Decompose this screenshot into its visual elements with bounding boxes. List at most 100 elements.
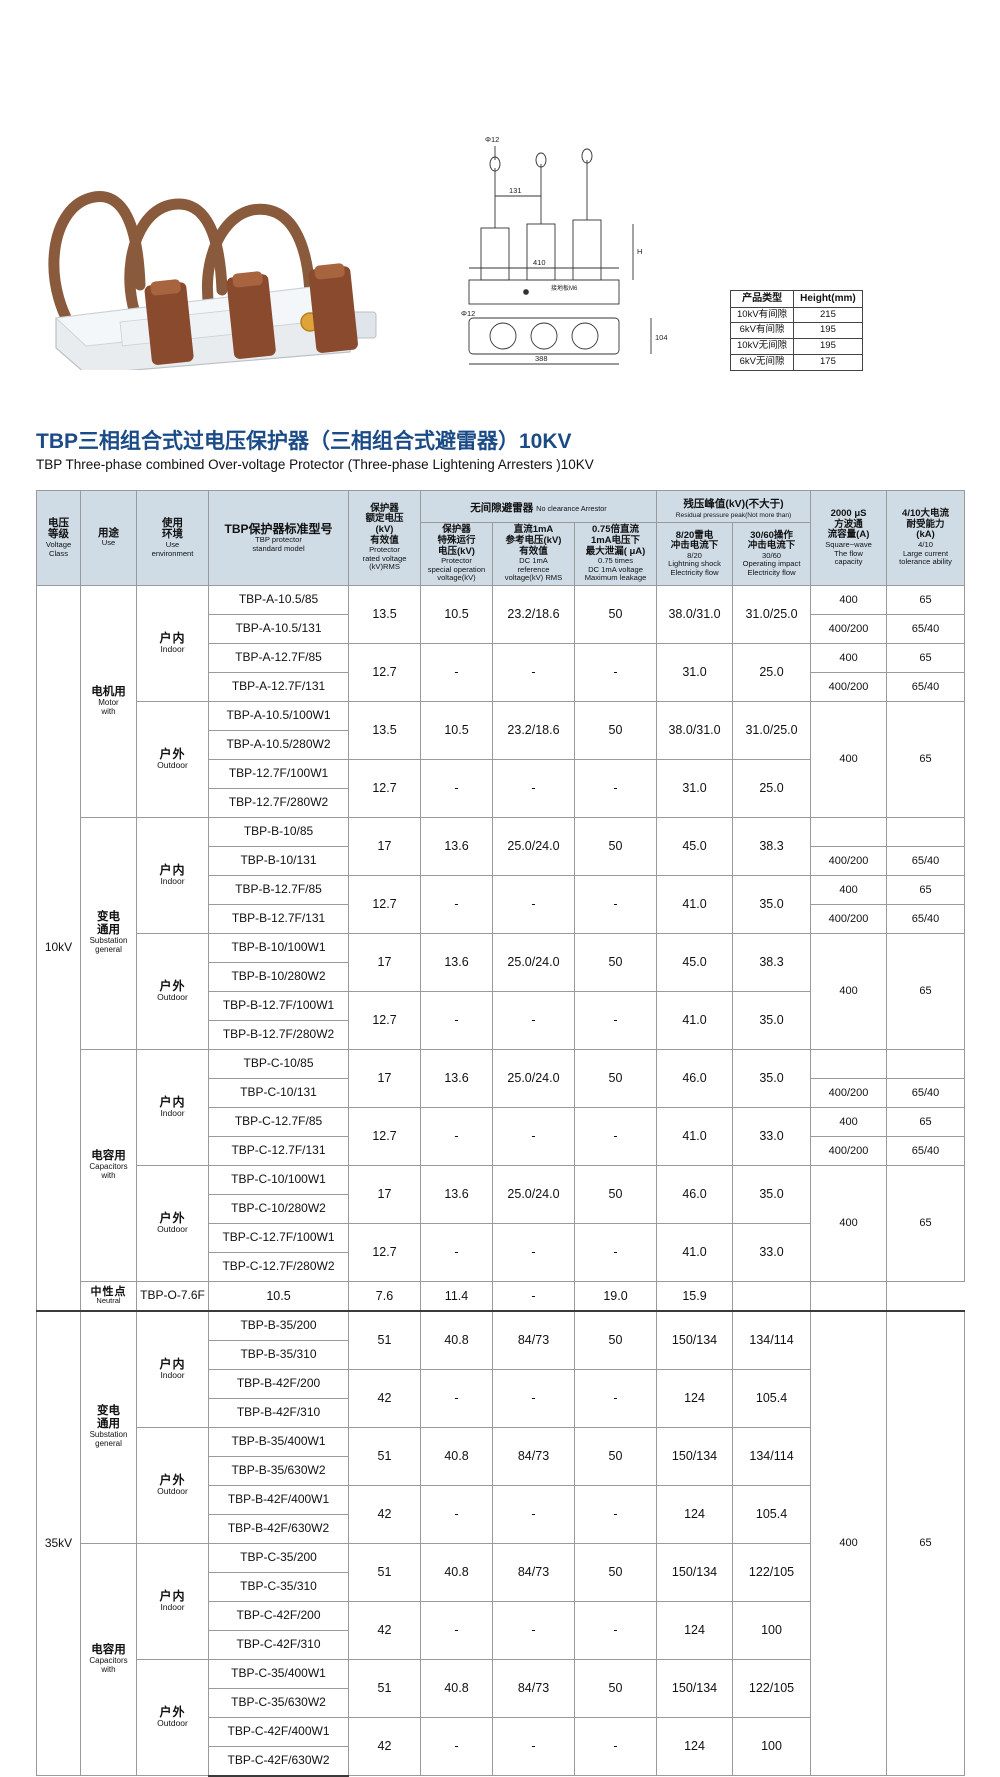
spec-table-row: TBP-C-12.7F/85 12.7- - -41.0 33.0 400 65: [37, 1106, 966, 1166]
model-cell: TBP-B-10/280W2: [208, 961, 349, 992]
dc-1ma-reference-cell: 25.0/24.0: [492, 1048, 575, 1108]
large-current-cell: 65/40: [886, 903, 966, 934]
model-cell: TBP-C-12.7F/280W2: [208, 1251, 349, 1282]
model-cell: TBP-C-35/400W1: [208, 1658, 349, 1689]
col-group-residual: 残压峰值(kV)(不大于) Residual pressure peak(Not …: [656, 489, 812, 524]
lightning-shock-cell: 38.0/31.0: [656, 584, 734, 644]
lightning-shock-cell: 124: [656, 1368, 734, 1428]
lightning-shock-cell: 150/134: [656, 1658, 734, 1718]
dc-1ma-reference-cell: 25.0/24.0: [492, 932, 575, 992]
special-operation-cell: -: [420, 1484, 493, 1544]
dc-1ma-reference-cell: 25.0/24.0: [492, 1164, 575, 1224]
special-operation-cell: -: [420, 874, 493, 934]
col-operating-impact: 30/60操作 冲击电流下 30/60 Operating impact Electri…: [732, 522, 812, 586]
spec-table-row: TBP-B-12.7F/131 400/200 65/40: [37, 903, 966, 934]
dc-1ma-reference-cell: 25.0/24.0: [492, 816, 575, 876]
model-cell: TBP-A-12.7F/85: [208, 642, 349, 673]
square-wave-cell: 400: [810, 874, 888, 905]
col-square-wave: 2000 μS 方波通 流容量(A) Square−wave The flow capac…: [810, 490, 888, 586]
lightning-shock-cell: 19.0: [573, 1280, 658, 1312]
model-cell: TBP-B-42F/630W2: [208, 1513, 349, 1544]
max-leakage-cell: 50: [573, 584, 658, 644]
spec-table-row: TBP-B-42F/200 42- - -124 105.4: [37, 1368, 965, 1428]
use-cell: 电容用 Capacitors with: [80, 1048, 137, 1282]
large-current-cell: 65/40: [886, 845, 966, 876]
model-cell: TBP-B-35/630W2: [208, 1455, 349, 1486]
model-cell: TBP-C-35/630W2: [208, 1687, 349, 1718]
model-cell: TBP-A-12.7F/131: [208, 671, 349, 702]
spec-table-container: 电压 等级 Voltage Class 用途 Use 使用 环境 Use environment T…: [36, 489, 966, 1777]
model-cell: TBP-B-42F/400W1: [208, 1484, 349, 1515]
model-cell: TBP-B-10/85: [208, 816, 349, 847]
dim-410: 410: [533, 258, 546, 267]
environment-cell: 户内 Indoor: [136, 816, 209, 934]
spec-table-row: TBP-C-12.7F/100W1 12.7- - -41.0 33.0: [37, 1222, 965, 1282]
product-photo: [20, 90, 440, 370]
rated-voltage-cell: 51: [348, 1309, 421, 1370]
col-environment: 使用 环境 Use environment: [136, 490, 209, 586]
environment-cell: 户外 Outdoor: [136, 932, 209, 1050]
height-table: 产品类型 Height(mm) 10kV有间隙 215 6kV有间隙 195 10kV无…: [729, 290, 863, 371]
model-cell: TBP-C-42F/310: [208, 1629, 349, 1660]
spec-table-row: TBP-A-12.7F/131 400/200 65/40: [37, 671, 966, 702]
lightning-shock-cell: 124: [656, 1600, 734, 1660]
dc-1ma-reference-cell: 23.2/18.6: [492, 584, 575, 644]
special-operation-cell: 40.8: [420, 1426, 493, 1486]
square-wave-cell: 400/200: [810, 613, 888, 644]
special-operation-cell: 13.6: [420, 932, 493, 992]
environment-cell: 户外 Outdoor: [136, 1426, 209, 1544]
spec-table-row: TBP-A-10.5/131 400/200 65/40: [37, 613, 966, 644]
model-cell: TBP-B-10/100W1: [208, 932, 349, 963]
dc-1ma-reference-cell: -: [492, 1484, 575, 1544]
lightning-shock-cell: 45.0: [656, 816, 734, 876]
use-cell: 变电 通用 Substation general: [80, 816, 137, 1050]
lightning-shock-cell: 31.0: [656, 758, 734, 818]
lightning-shock-cell: 45.0: [656, 932, 734, 992]
col-dc-1ma-reference: 直流1mA 参考电压(kV) 有效值 DC 1mA reference voltage(k…: [492, 522, 575, 586]
col-large-current: 4/10大电流 耐受能力 (kA) 4/10 Large current toleranc…: [886, 490, 966, 586]
square-wave-cell: [810, 1048, 888, 1079]
operating-impact-cell: 31.0/25.0: [732, 700, 812, 760]
model-cell: TBP-A-10.5/85: [208, 584, 349, 615]
rated-voltage-cell: 17: [348, 816, 421, 876]
special-operation-cell: 13.6: [420, 1048, 493, 1108]
special-operation-cell: -: [420, 758, 493, 818]
spec-table-row: TBP-C-35/310: [37, 1571, 965, 1602]
operating-impact-cell: 25.0: [732, 642, 812, 702]
voltage-class-cell: 10kV: [36, 584, 81, 1312]
square-wave-cell: [732, 1280, 812, 1312]
model-cell: TBP-B-12.7F/100W1: [208, 990, 349, 1021]
dc-1ma-reference-cell: -: [492, 874, 575, 934]
lightning-shock-cell: 41.0: [656, 990, 734, 1050]
spec-table-row: 户外 Outdoor TBP-B-35/400W1 51 40.8 84/73 50 150/…: [37, 1426, 965, 1544]
spec-table-row: 户外 Outdoor TBP-C-10/100W1 17 13.6 25.0/24.0 50…: [37, 1164, 966, 1282]
spec-header-row-2: 保护器 特殊运行 电压(kV) Protector special operation v…: [37, 522, 965, 586]
col-use: 用途 Use: [80, 490, 137, 586]
spec-header-row-1: 电压 等级 Voltage Class 用途 Use 使用 环境 Use environment T…: [36, 489, 966, 586]
model-cell: TBP-C-10/280W2: [208, 1193, 349, 1224]
model-cell: TBP-B-35/200: [208, 1309, 349, 1341]
environment-cell: 户内 Indoor: [136, 584, 209, 702]
special-operation-cell: -: [420, 1222, 493, 1282]
max-leakage-cell: -: [573, 1106, 658, 1166]
model-cell: TBP-12.7F/100W1: [208, 758, 349, 789]
model-cell: TBP-C-10/100W1: [208, 1164, 349, 1195]
spec-table-row: TBP-A-12.7F/85 12.7- - -31.0 25.0 400 65: [37, 642, 966, 702]
spec-table-row: 中性点 Neutral TBP-O-7.6F 10.5 7.6 11.4-19.0 15.9: [37, 1280, 965, 1312]
special-operation-cell: 40.8: [420, 1658, 493, 1718]
operating-impact-cell: 15.9: [656, 1280, 734, 1312]
dc-1ma-reference-cell: -: [492, 1222, 575, 1282]
rated-voltage-cell: 12.7: [348, 990, 421, 1050]
large-current-cell: 65/40: [886, 613, 966, 644]
height-value-cell: 175: [793, 353, 863, 371]
operating-impact-cell: 35.0: [732, 1048, 812, 1108]
lightning-shock-cell: 150/134: [656, 1426, 734, 1486]
use-cell: 变电 通用 Substation general: [80, 1309, 137, 1544]
square-wave-cell: 400: [810, 700, 888, 818]
square-wave-cell: 400/200: [810, 1135, 888, 1166]
max-leakage-cell: -: [573, 758, 658, 818]
max-leakage-cell: 50: [573, 1542, 658, 1602]
model-cell: TBP-B-12.7F/85: [208, 874, 349, 905]
large-current-cell: 65/40: [886, 1077, 966, 1108]
dc-1ma-reference-cell: 84/73: [492, 1309, 575, 1370]
